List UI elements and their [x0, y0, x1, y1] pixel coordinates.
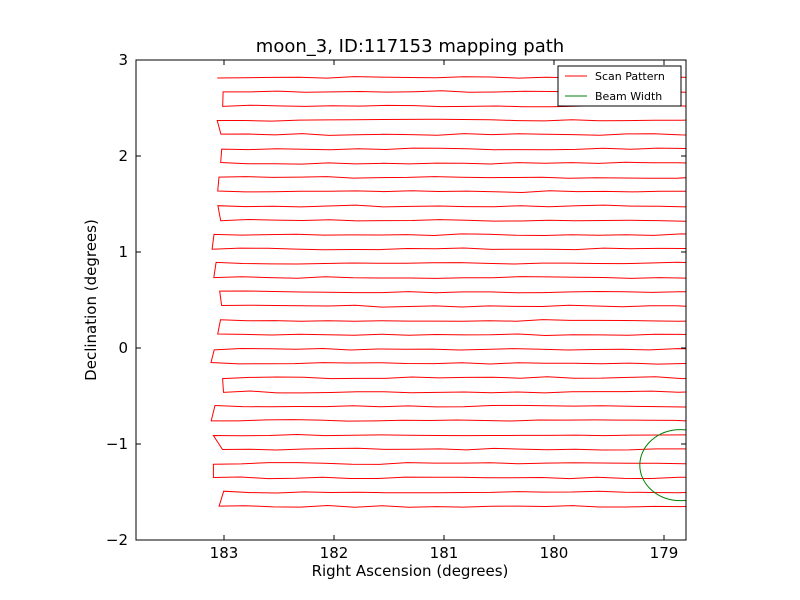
- legend-label-beam-width: Beam Width: [595, 90, 662, 103]
- chart-title: moon_3, ID:117153 mapping path: [256, 36, 564, 57]
- plot-area: [210, 76, 686, 508]
- plot-frame: [135, 59, 687, 541]
- y-tick-label: 1: [118, 243, 128, 261]
- x-axis-label: Right Ascension (degrees): [312, 562, 509, 580]
- x-tick-label: 183: [210, 544, 239, 562]
- scan-pattern-line: [210, 76, 686, 508]
- y-tick-label: −1: [106, 435, 128, 453]
- beam-width-circle: [639, 429, 686, 502]
- x-tick-label: 181: [430, 544, 459, 562]
- x-tick-label: 179: [650, 544, 679, 562]
- legend: Scan Pattern Beam Width: [557, 65, 682, 107]
- x-axis: 183 182 181 180 179: [210, 60, 679, 562]
- y-tick-label: 0: [118, 339, 128, 357]
- y-axis-label: Declination (degrees): [82, 219, 100, 381]
- legend-box: [557, 65, 682, 107]
- x-tick-label: 182: [320, 544, 349, 562]
- legend-label-scan-pattern: Scan Pattern: [595, 70, 665, 83]
- x-tick-label: 180: [540, 544, 569, 562]
- y-tick-label: −2: [106, 531, 128, 549]
- y-tick-label: 3: [118, 51, 128, 69]
- y-tick-label: 2: [118, 147, 128, 165]
- y-axis: −2 −1 0 1 2 3: [106, 51, 686, 549]
